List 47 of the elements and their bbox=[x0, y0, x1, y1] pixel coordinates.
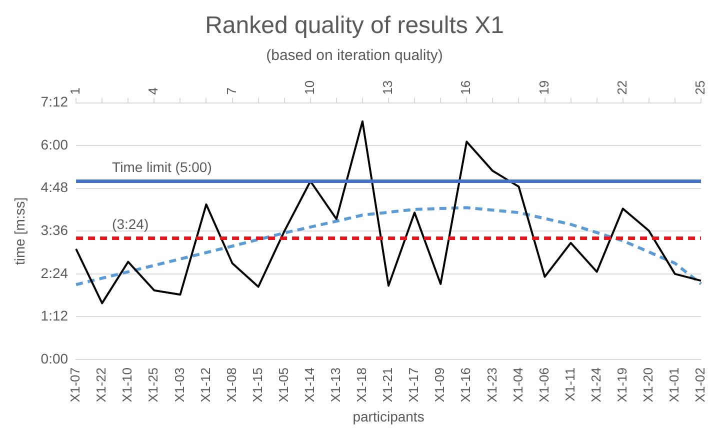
y-tick-label: 2:24 bbox=[40, 264, 68, 281]
x-tick-label: X1-02 bbox=[692, 368, 708, 402]
chart-subtitle: (based on iteration quality) bbox=[266, 46, 443, 64]
x-tick-label: X1-15 bbox=[250, 368, 265, 402]
y-axis-title: time [m:ss] bbox=[11, 197, 28, 265]
x2-tick-label: 25 bbox=[692, 80, 708, 95]
x-tick-label: X1-03 bbox=[172, 368, 187, 402]
x2-tick-label: 22 bbox=[614, 80, 630, 95]
x-tick-label: X1-21 bbox=[380, 368, 396, 402]
x-tick-label: X1-04 bbox=[510, 368, 526, 402]
x-tick-label: X1-18 bbox=[354, 368, 370, 402]
x-tick-label: X1-25 bbox=[146, 368, 161, 402]
x2-tick-label: 10 bbox=[302, 80, 317, 95]
x-tick-label: X1-16 bbox=[458, 368, 474, 402]
x-tick-label: X1-08 bbox=[224, 368, 239, 402]
x2-tick-label: 16 bbox=[458, 80, 474, 95]
x-tick-label: X1-12 bbox=[198, 368, 213, 402]
x-axis-title: participants bbox=[352, 408, 424, 424]
x-tick-label: X1-22 bbox=[94, 368, 109, 402]
y-tick-label: 4:48 bbox=[40, 179, 68, 196]
y-tick-label: 0:00 bbox=[40, 350, 68, 366]
x2-tick-label: 7 bbox=[224, 88, 239, 95]
x-tick-label: X1-07 bbox=[68, 368, 83, 402]
x-tick-label: X1-24 bbox=[588, 368, 604, 402]
x-tick-label: X1-23 bbox=[484, 368, 500, 402]
x2-tick-label: 1 bbox=[68, 88, 83, 95]
y-tick-label: 3:36 bbox=[40, 222, 68, 238]
x-tick-label: X1-14 bbox=[302, 368, 317, 402]
x-tick-label: X1-05 bbox=[276, 368, 291, 402]
chart-title: Ranked quality of results X1 bbox=[205, 12, 504, 40]
x-tick-label: X1-13 bbox=[328, 368, 344, 402]
ref-line-label: Time limit (5:00) bbox=[112, 159, 212, 176]
x-tick-label: X1-19 bbox=[614, 368, 630, 402]
x2-tick-label: 19 bbox=[536, 80, 552, 95]
x-tick-label: X1-10 bbox=[120, 368, 135, 402]
x-tick-label: X1-17 bbox=[406, 368, 422, 402]
y-tick-label: 7:12 bbox=[40, 94, 68, 110]
x2-tick-label: 13 bbox=[380, 80, 396, 95]
y-tick-label: 6:00 bbox=[40, 136, 68, 152]
x-tick-label: X1-01 bbox=[666, 368, 682, 402]
y-tick-label: 1:12 bbox=[40, 308, 68, 324]
x-tick-label: X1-09 bbox=[432, 368, 448, 402]
ref-line-label: (3:24) bbox=[112, 216, 149, 232]
x2-tick-label: 4 bbox=[146, 88, 161, 95]
x-tick-label: X1-11 bbox=[562, 368, 578, 402]
x-tick-label: X1-20 bbox=[640, 368, 656, 402]
x-tick-label: X1-06 bbox=[536, 368, 552, 402]
